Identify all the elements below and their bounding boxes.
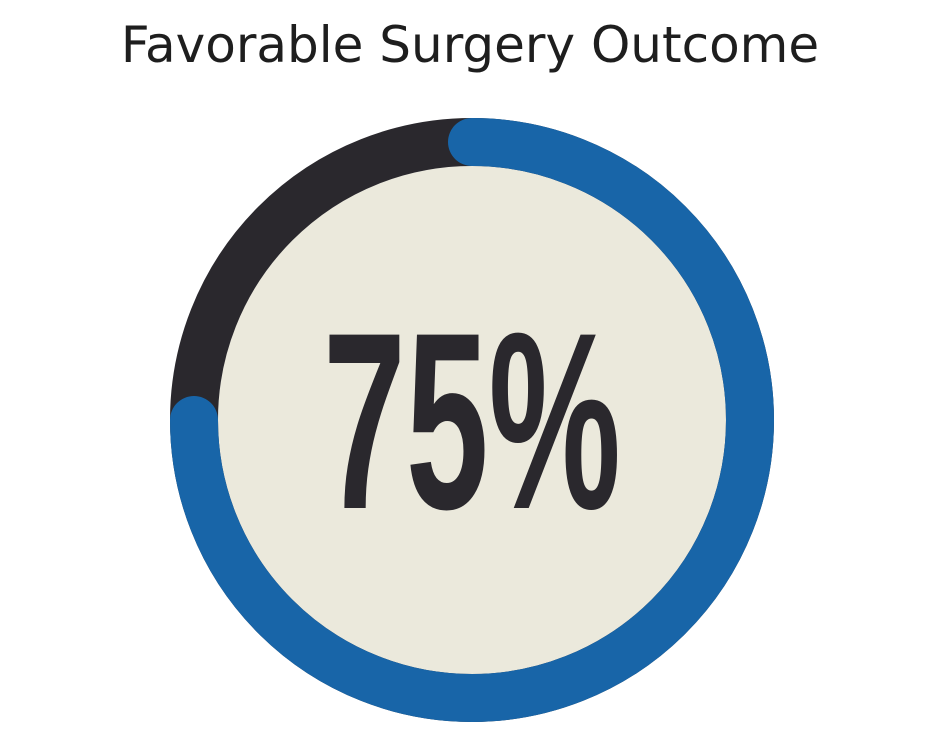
value-label: 75% [323, 280, 621, 561]
chart-title: Favorable Surgery Outcome [121, 16, 819, 74]
gauge-arc [170, 118, 774, 722]
gauge-face [218, 166, 726, 674]
